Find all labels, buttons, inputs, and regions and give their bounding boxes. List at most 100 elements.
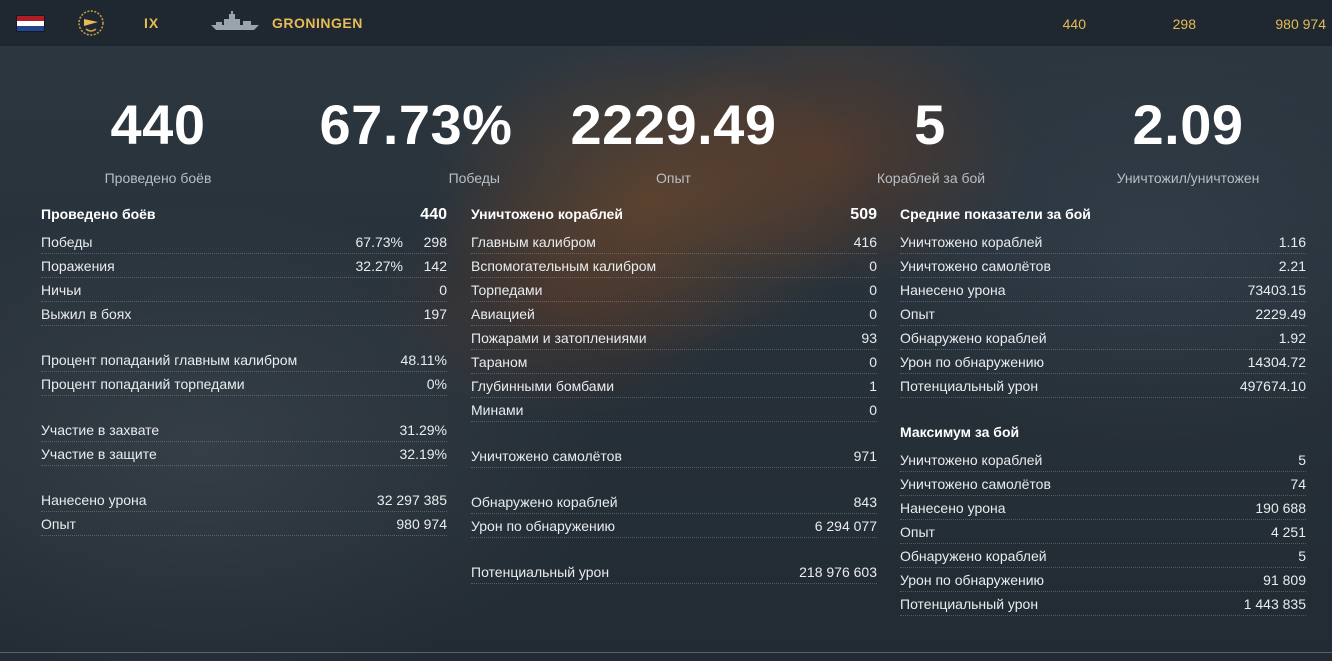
stat-value: 31.29% (399, 422, 447, 438)
maximum-title: Максимум за бой (900, 424, 1020, 440)
stat-label: Обнаружено кораблей (471, 494, 618, 510)
stat-value: 74 (1290, 476, 1306, 492)
stat-label: Выжил в боях (41, 306, 132, 322)
avg-row-damage: Нанесено урона 73403.15 (900, 278, 1306, 302)
destroyed-column: Уничтожено кораблей 509 Главным калибром… (471, 202, 877, 584)
avg-row-xp: Опыт 2229.49 (900, 302, 1306, 326)
stat-value: 1 (869, 378, 877, 394)
spacer (41, 326, 447, 348)
stat-label: Потенциальный урон (900, 378, 1039, 394)
summary-wins-label: Победы (448, 170, 500, 186)
stat-label: Нанесено урона (900, 500, 1006, 516)
stat-label: Авиацией (471, 306, 535, 322)
stat-label: Нанесено урона (900, 282, 1006, 298)
battles-header: Проведено боёв 440 (41, 202, 447, 230)
avg-row-potential: Потенциальный урон 497674.10 (900, 374, 1306, 398)
stat-label: Ничьи (41, 282, 82, 298)
stat-percent: 67.73% (355, 234, 403, 250)
average-title: Средние показатели за бой (900, 206, 1091, 222)
stat-value: 14304.72 (1247, 354, 1306, 370)
stat-value: 497674.10 (1239, 378, 1306, 394)
stat-label: Процент попаданий торпедами (41, 376, 245, 392)
stat-value: 91 809 (1263, 572, 1306, 588)
stat-value: 1.16 (1278, 234, 1306, 250)
stat-row-wins: Победы 67.73% 298 (41, 230, 447, 254)
stat-row-planes: Уничтожено самолётов 971 (471, 444, 877, 468)
stat-value: 0 (869, 354, 877, 370)
summary-kd-label: Уничтожил/уничтожен (1116, 170, 1260, 186)
cruiser-silhouette-icon (211, 11, 259, 30)
stat-row-ramming: Тараном 0 (471, 350, 877, 374)
stat-row-survived: Выжил в боях 197 (41, 302, 447, 326)
flag-stripe-red (17, 16, 44, 21)
maximum-header: Максимум за бой (900, 420, 1306, 448)
ship-tier: IX (144, 15, 160, 31)
stat-value: 971 (853, 448, 877, 464)
stat-label: Урон по обнаружению (471, 518, 616, 534)
stat-row-mines: Минами 0 (471, 398, 877, 422)
battles-total: 440 (420, 206, 447, 223)
stat-label: Пожарами и затоплениями (471, 330, 647, 346)
stat-row-xp: Опыт 980 974 (41, 512, 447, 536)
max-row-spot-damage: Урон по обнаружению 91 809 (900, 568, 1306, 592)
battles-column: Проведено боёв 440 Победы 67.73% 298 Пор… (41, 202, 447, 536)
stat-value: 0% (426, 376, 447, 392)
stat-row-secondary: Вспомогательным калибром 0 (471, 254, 877, 278)
spacer (471, 468, 877, 490)
summary-battles-label: Проведено боёв (104, 170, 212, 186)
stat-label: Обнаружено кораблей (900, 548, 1047, 564)
stat-label: Участие в защите (41, 446, 157, 462)
stat-value: 48.11% (400, 352, 447, 368)
header-wins: 298 (1172, 16, 1196, 32)
stat-value: 416 (853, 234, 877, 250)
netherlands-flag-icon (17, 16, 44, 31)
stat-row-torp-hit: Процент попаданий торпедами 0% (41, 372, 447, 396)
destroyed-total: 509 (850, 206, 877, 223)
bottom-divider (0, 652, 1332, 653)
stat-value: 0 (869, 306, 877, 322)
max-row-xp: Опыт 4 251 (900, 520, 1306, 544)
stat-label: Вспомогательным калибром (471, 258, 657, 274)
summary-ships-value: 5 (914, 93, 946, 156)
destroyed-header: Уничтожено кораблей 509 (471, 202, 877, 230)
ship-header: IX GRONINGEN 440 298 980 974 (0, 0, 1332, 46)
average-column: Средние показатели за бой Уничтожено кор… (900, 202, 1306, 616)
stat-row-depth-charges: Глубинными бомбами 1 (471, 374, 877, 398)
stat-value: 32.19% (399, 446, 447, 462)
stat-label: Участие в захвате (41, 422, 160, 438)
stat-label: Процент попаданий главным калибром (41, 352, 298, 368)
stat-label: Победы (41, 234, 93, 250)
summary-xp-value: 2229.49 (570, 93, 777, 156)
stat-value: 73403.15 (1247, 282, 1306, 298)
stat-label: Опыт (41, 516, 76, 532)
battles-title: Проведено боёв (41, 206, 156, 222)
stat-row-fires-floods: Пожарами и затоплениями 93 (471, 326, 877, 350)
header-experience: 980 974 (1275, 16, 1326, 32)
max-row-spotted: Обнаружено кораблей 5 (900, 544, 1306, 568)
stat-label: Уничтожено кораблей (900, 234, 1043, 250)
header-battles: 440 (1062, 16, 1086, 32)
stat-row-spotted: Обнаружено кораблей 843 (471, 490, 877, 514)
stat-label: Нанесено урона (41, 492, 147, 508)
stat-label: Минами (471, 402, 524, 418)
stat-row-spot-damage: Урон по обнаружению 6 294 077 (471, 514, 877, 538)
stat-value: 980 974 (396, 516, 447, 532)
avg-row-ships: Уничтожено кораблей 1.16 (900, 230, 1306, 254)
stat-label: Урон по обнаружению (900, 572, 1045, 588)
stat-label: Поражения (41, 258, 115, 274)
stat-label: Глубинными бомбами (471, 378, 615, 394)
stat-value: 2.21 (1278, 258, 1306, 274)
stat-row-capture: Участие в захвате 31.29% (41, 418, 447, 442)
summary-wins-value: 67.73% (319, 93, 513, 156)
stat-value: 5 (1298, 548, 1306, 564)
stat-label: Потенциальный урон (471, 564, 610, 580)
stat-label: Уничтожено кораблей (900, 452, 1043, 468)
max-row-ships: Уничтожено кораблей 5 (900, 448, 1306, 472)
stat-percent: 32.27% (355, 258, 403, 274)
stat-value: 93 (861, 330, 877, 346)
ship-name: GRONINGEN (272, 15, 363, 31)
max-row-damage: Нанесено урона 190 688 (900, 496, 1306, 520)
stat-row-aircraft: Авиацией 0 (471, 302, 877, 326)
stat-label: Опыт (900, 306, 935, 322)
